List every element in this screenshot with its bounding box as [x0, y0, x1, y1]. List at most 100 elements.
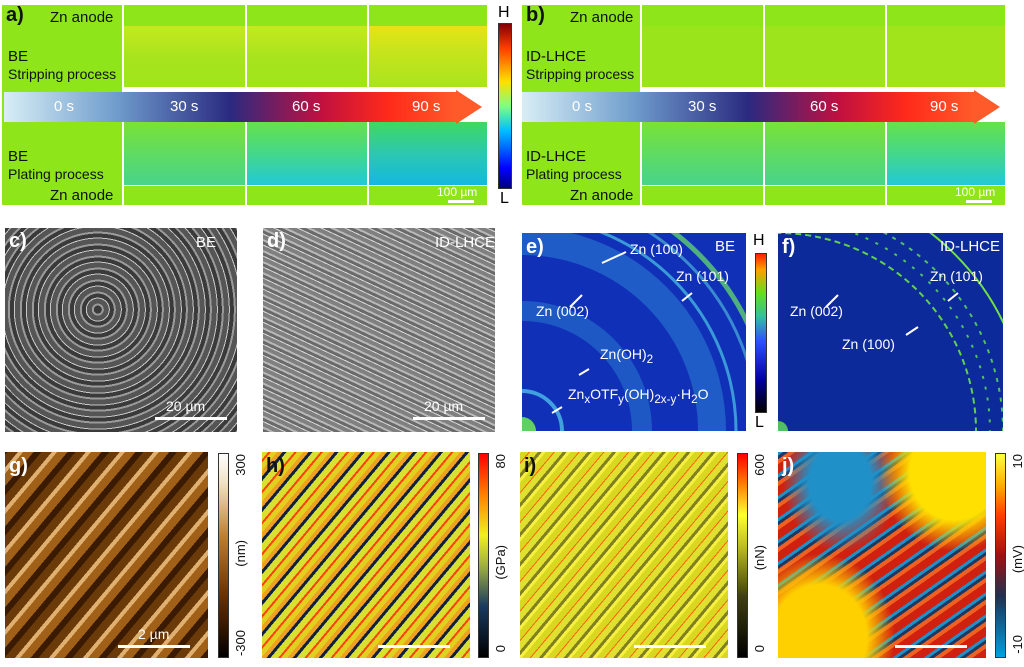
colorbar-low: L — [755, 414, 764, 431]
formula-sub: 2 — [646, 352, 654, 366]
diffraction-rings — [778, 233, 1003, 431]
image-strip — [369, 122, 487, 185]
panel-c-sem-image — [5, 228, 237, 432]
panel-f-xrd-image — [778, 233, 1003, 431]
scale-bar — [634, 645, 706, 648]
peak-label: Zn (002) — [536, 303, 589, 319]
peak-label: Zn (002) — [790, 303, 843, 319]
time-label: 60 s — [292, 98, 321, 115]
electrolyte-label: ID-LHCE — [526, 48, 587, 65]
formula-sub: x — [584, 392, 591, 406]
formula-sub: 2x-y — [654, 392, 677, 406]
formula-part: OTF — [590, 386, 619, 402]
panel-label: j) — [782, 455, 795, 477]
image-strip — [369, 26, 487, 87]
scale-bar-label: 100 µm — [955, 185, 996, 199]
salt-formula-label: ZnxOTFy(OH)2x-y·H2O — [568, 386, 709, 406]
colorbar-min: 0 — [493, 645, 508, 653]
panel-label: b) — [526, 4, 545, 26]
formula-part: O — [697, 386, 709, 402]
colorbar-max: 600 — [752, 454, 767, 476]
colorbar — [498, 23, 512, 189]
panel-i-adhesion-map — [520, 452, 728, 658]
image-strip — [765, 5, 885, 26]
peak-label: Zn (101) — [930, 268, 983, 284]
process-label: Plating process — [8, 166, 104, 182]
image-strip — [369, 5, 487, 26]
formula-sub: y — [618, 392, 624, 406]
image-strip — [247, 122, 367, 185]
image-strip — [887, 122, 1005, 185]
panel-e-xrd-image — [522, 233, 746, 431]
colorbar — [995, 453, 1006, 658]
scale-bar-label: 20 µm — [424, 398, 464, 414]
image-strip — [247, 186, 367, 205]
image-strip — [124, 26, 245, 87]
colorbar-unit: (mV) — [1010, 545, 1024, 574]
panel-label: d) — [267, 230, 286, 252]
formula-part: (OH) — [624, 386, 655, 402]
time-label: 90 s — [412, 98, 441, 115]
colorbar-min: -300 — [233, 630, 248, 657]
panel-title: BE — [715, 238, 736, 255]
panel-title: BE — [196, 234, 217, 251]
diffraction-rings — [522, 233, 746, 431]
scale-bar-label: 100 µm — [437, 185, 478, 199]
scale-bar-label: 2 µm — [138, 626, 170, 642]
formula-part: ·H — [676, 386, 692, 402]
peak-label: Zn (100) — [842, 336, 895, 352]
colorbar-low: L — [500, 190, 509, 207]
colorbar — [755, 253, 767, 413]
colorbar-unit: (nN) — [752, 545, 767, 571]
anode-label: Zn anode — [50, 187, 114, 204]
anode-label: Zn anode — [50, 9, 114, 26]
image-strip — [642, 122, 763, 185]
colorbar-max: 80 — [493, 454, 508, 469]
scale-bar — [378, 645, 450, 648]
image-strip — [765, 26, 885, 87]
panel-h-modulus-map — [262, 452, 470, 658]
panel-title: ID-LHCE — [940, 238, 1001, 255]
panel-label: i) — [524, 455, 537, 477]
colorbar — [737, 453, 748, 658]
scale-bar — [118, 645, 190, 648]
anode-label: Zn anode — [570, 187, 634, 204]
formula-part: Zn(OH) — [600, 346, 647, 362]
scale-bar — [413, 417, 485, 420]
image-strip — [642, 26, 763, 87]
peak-label: Zn (100) — [630, 241, 683, 257]
image-strip — [642, 5, 763, 26]
process-label: Stripping process — [8, 66, 117, 82]
image-strip — [124, 122, 245, 185]
panel-label: h) — [266, 455, 285, 477]
formula-sub: 2 — [691, 392, 698, 406]
panel-label: e) — [526, 236, 544, 258]
zn-oh2-label: Zn(OH)2 — [600, 346, 653, 366]
time-label: 0 s — [54, 98, 75, 115]
peak-label: Zn (101) — [676, 268, 729, 284]
image-strip — [247, 26, 367, 87]
arrow-head-icon — [456, 90, 482, 124]
image-strip — [247, 5, 367, 26]
image-strip — [765, 186, 885, 205]
colorbar-unit: (nm) — [233, 540, 248, 567]
time-arrow: 0 s 30 s 60 s 90 s — [522, 92, 974, 122]
colorbar-high: H — [753, 232, 765, 249]
scale-bar-label: 20 µm — [166, 398, 206, 414]
colorbar-max: 300 — [233, 454, 248, 476]
formula-part: Zn — [568, 386, 585, 402]
image-strip — [124, 186, 245, 205]
time-label: 60 s — [810, 98, 839, 115]
scale-bar — [895, 645, 967, 648]
scale-bar — [155, 417, 227, 420]
time-label: 0 s — [572, 98, 593, 115]
time-label: 90 s — [930, 98, 959, 115]
panel-j-kpfm-map — [778, 452, 986, 658]
scale-bar — [448, 200, 474, 203]
arrow-icons — [551, 251, 693, 414]
process-label: Plating process — [526, 166, 622, 182]
electrolyte-label: BE — [8, 48, 29, 65]
scale-bar — [966, 200, 992, 203]
image-strip — [124, 5, 245, 26]
electrolyte-label: ID-LHCE — [526, 148, 587, 165]
